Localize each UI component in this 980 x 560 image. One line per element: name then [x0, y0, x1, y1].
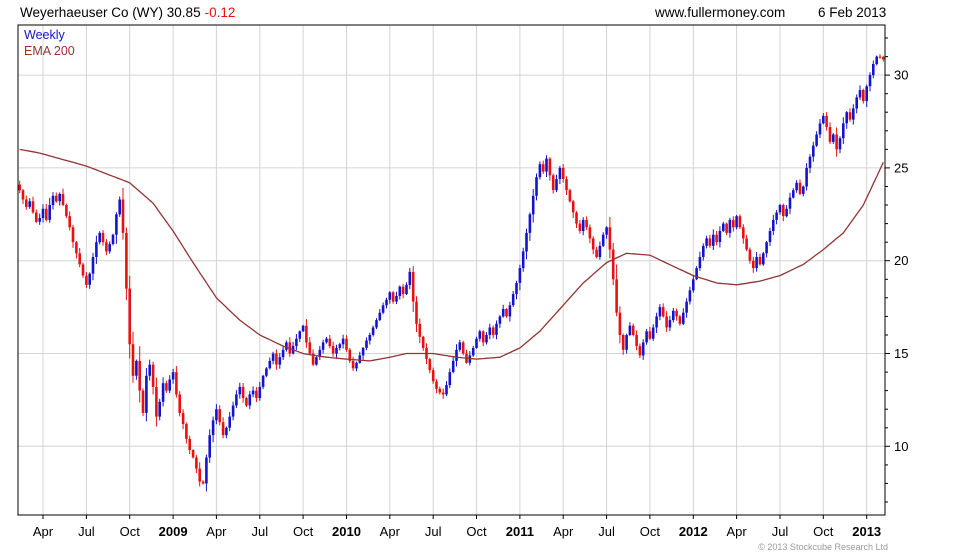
- instrument-title: Weyerhaeuser Co (WY) 30.85: [20, 5, 201, 20]
- copyright-label: © 2013 Stockcube Research Ltd: [758, 542, 888, 552]
- site-label: www.fullermoney.com: [655, 5, 786, 20]
- header-title: Weyerhaeuser Co (WY) 30.85 -0.12: [20, 5, 235, 20]
- svg-text:15: 15: [894, 346, 908, 361]
- svg-text:Jul: Jul: [251, 524, 268, 539]
- date-label: 6 Feb 2013: [818, 5, 887, 20]
- legend-ema-label: EMA 200: [24, 44, 75, 58]
- svg-text:2010: 2010: [332, 524, 361, 539]
- price-change: -0.12: [204, 5, 236, 20]
- svg-text:2009: 2009: [159, 524, 188, 539]
- svg-text:Apr: Apr: [553, 524, 574, 539]
- svg-text:Oct: Oct: [120, 524, 141, 539]
- svg-text:Apr: Apr: [380, 524, 401, 539]
- svg-text:30: 30: [894, 68, 908, 83]
- svg-text:Apr: Apr: [726, 524, 747, 539]
- svg-text:Jul: Jul: [78, 524, 95, 539]
- svg-text:Jul: Jul: [598, 524, 615, 539]
- svg-text:Oct: Oct: [640, 524, 661, 539]
- svg-text:Oct: Oct: [466, 524, 487, 539]
- svg-text:2013: 2013: [852, 524, 881, 539]
- svg-text:2011: 2011: [506, 524, 534, 539]
- svg-text:Oct: Oct: [813, 524, 834, 539]
- svg-text:20: 20: [894, 253, 908, 268]
- svg-text:Jul: Jul: [425, 524, 442, 539]
- svg-text:10: 10: [894, 439, 908, 454]
- svg-text:Jul: Jul: [772, 524, 789, 539]
- legend-weekly-label: Weekly: [24, 28, 65, 42]
- svg-text:Oct: Oct: [293, 524, 314, 539]
- svg-text:2012: 2012: [679, 524, 708, 539]
- svg-text:Apr: Apr: [206, 524, 227, 539]
- svg-text:Apr: Apr: [33, 524, 54, 539]
- svg-text:25: 25: [894, 160, 908, 175]
